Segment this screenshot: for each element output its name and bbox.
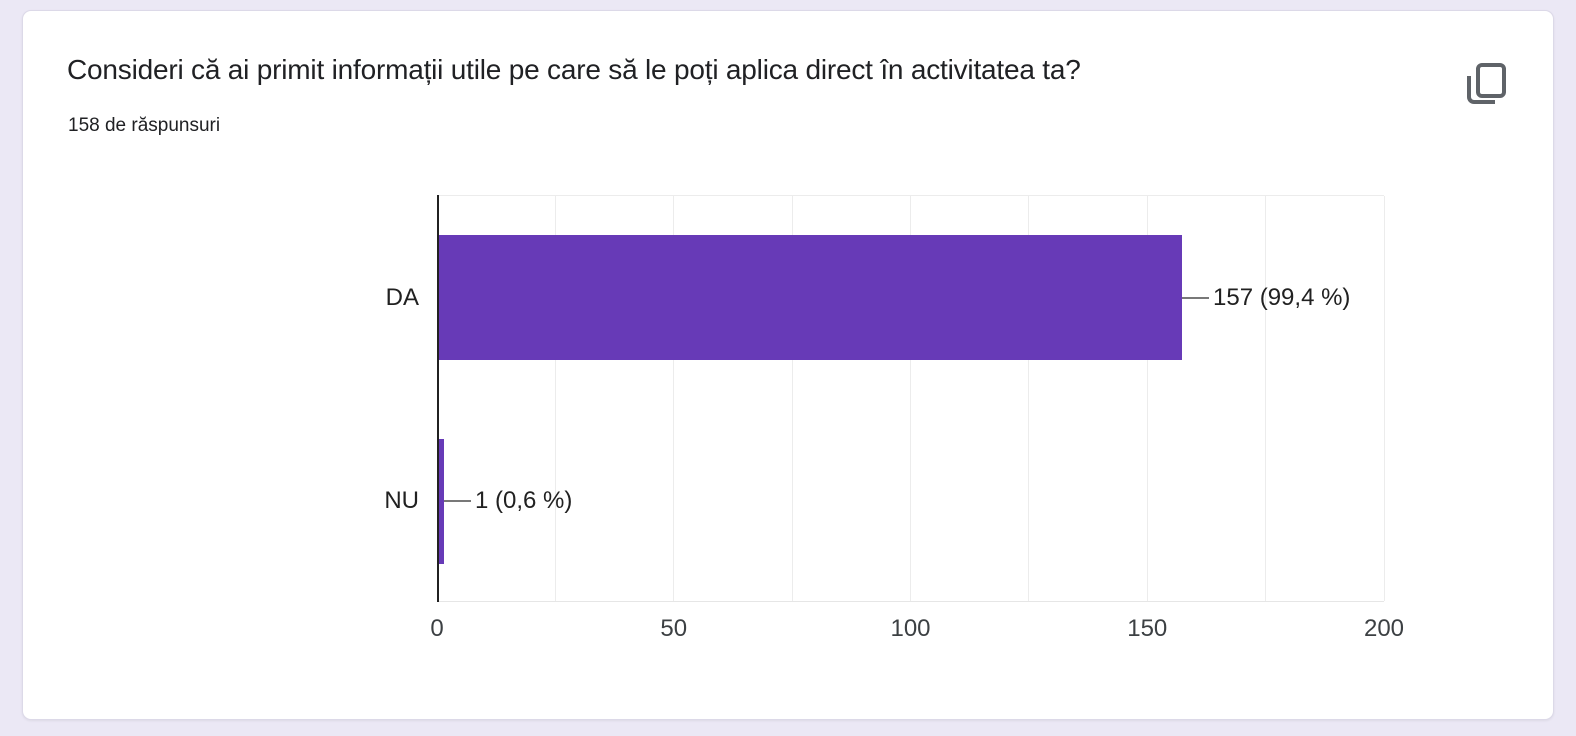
gridline — [910, 196, 911, 601]
bar-nu[interactable] — [439, 438, 444, 564]
x-axis-tick-label: 200 — [1363, 615, 1405, 642]
gridline — [673, 196, 675, 601]
x-axis-tick-label: 0 — [430, 615, 444, 642]
gridline — [1383, 196, 1385, 601]
gridline — [1265, 196, 1267, 601]
value-label: 157 (99,4 %) — [1213, 283, 1351, 311]
value-connector-line — [444, 500, 471, 503]
y-axis-line — [437, 195, 439, 602]
x-axis-tick-label: 100 — [890, 615, 931, 642]
question-title: Consideri că ai primit informații utile … — [67, 54, 1081, 85]
value-label: 1 (0,6 %) — [475, 487, 573, 515]
gridline — [1146, 196, 1148, 601]
category-label: DA — [385, 283, 419, 311]
x-axis-tick-label: 150 — [1127, 615, 1168, 642]
gridline — [554, 196, 556, 601]
gridline — [1028, 196, 1030, 601]
gridline — [791, 196, 793, 601]
results-card: Consideri că ai primit informații utile … — [22, 10, 1554, 720]
responses-count: 158 de răspunsuri — [68, 115, 221, 136]
bar-chart: 157 (99,4 %) DA 1 (0,6 %) NU 0 50 100 150 200 — [384, 195, 1404, 642]
bar-da[interactable] — [439, 235, 1182, 361]
copy-button[interactable] — [1459, 57, 1511, 109]
copy-icon — [1467, 63, 1506, 104]
category-label: NU — [384, 487, 419, 515]
x-axis-tick-label: 50 — [660, 615, 688, 642]
value-connector-line — [1182, 296, 1209, 299]
